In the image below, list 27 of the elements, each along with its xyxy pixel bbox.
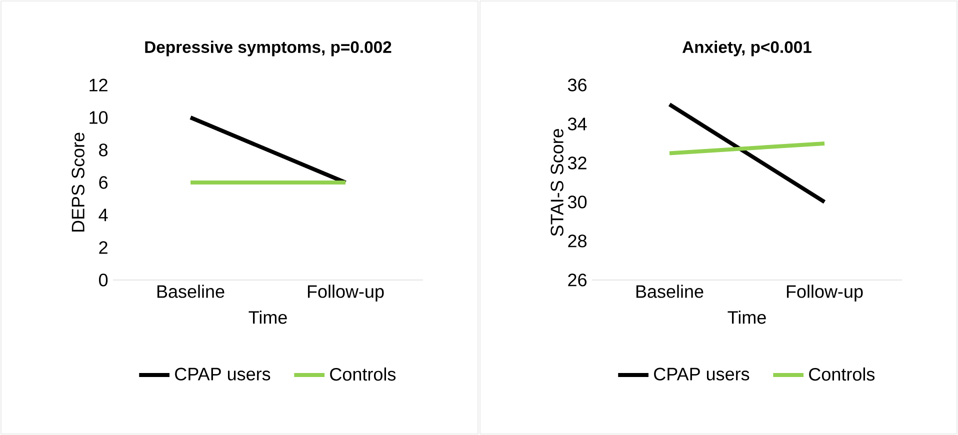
y-tick-label: 36 [568, 78, 586, 92]
y-tick-label: 32 [568, 156, 586, 170]
y-tick-label: 28 [568, 234, 586, 248]
legend-label: Controls [330, 367, 396, 381]
chart-title: Depressive symptoms, p=0.002 [145, 40, 392, 56]
y-tick-label: 30 [568, 196, 587, 208]
x-tick-label: Baseline [157, 284, 224, 298]
y-tick-label: 6 [99, 176, 108, 189]
legend-label: Controls [809, 367, 875, 381]
y-axis-title: STAI-S Score [550, 128, 564, 236]
y-tick-label: 26 [568, 274, 586, 286]
x-tick-label: Follow-up [786, 284, 863, 302]
x-tick-label: Follow-up [308, 284, 384, 302]
x-axis-title: Time [248, 310, 287, 324]
y-tick-label: 34 [568, 118, 587, 130]
x-axis-title: Time [728, 310, 766, 324]
y-tick-label: 4 [98, 208, 108, 222]
y-tick-label: 8 [99, 144, 108, 156]
x-tick-label: Baseline [636, 284, 704, 298]
legend-label: CPAP users [175, 368, 270, 380]
chart-title: Anxiety, p<0.001 [682, 40, 812, 56]
y-tick-label: 12 [90, 78, 108, 92]
y-tick-label: 10 [90, 111, 108, 124]
y-tick-label: 0 [99, 274, 108, 286]
legend-label: CPAP users [654, 368, 750, 380]
y-tick-label: 2 [99, 241, 108, 254]
y-axis-title: DEPS Score [72, 132, 84, 232]
